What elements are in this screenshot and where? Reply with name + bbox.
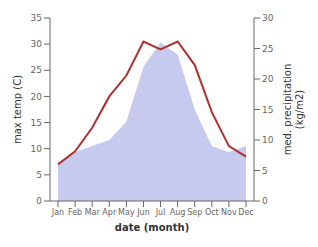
- svg-text:Jun: Jun: [136, 208, 150, 217]
- svg-text:Oct: Oct: [205, 208, 219, 217]
- svg-text:Sep: Sep: [187, 208, 202, 217]
- svg-text:20: 20: [262, 74, 274, 84]
- svg-text:35: 35: [31, 13, 42, 23]
- svg-text:15: 15: [31, 118, 42, 128]
- svg-text:Aug: Aug: [170, 208, 186, 217]
- svg-text:10: 10: [262, 135, 274, 145]
- svg-text:May: May: [118, 208, 135, 217]
- svg-text:20: 20: [31, 92, 43, 102]
- svg-text:date (month): date (month): [115, 222, 189, 233]
- svg-text:15: 15: [262, 105, 273, 115]
- svg-text:Dec: Dec: [238, 208, 253, 217]
- svg-text:Jan: Jan: [51, 208, 64, 217]
- svg-text:med. precipitation(kg/m2): med. precipitation(kg/m2): [282, 64, 305, 156]
- svg-text:Mar: Mar: [85, 208, 101, 217]
- svg-text:0: 0: [262, 196, 268, 206]
- svg-text:30: 30: [31, 39, 43, 49]
- svg-text:5: 5: [262, 166, 268, 176]
- svg-text:max temp (C): max temp (C): [12, 75, 23, 144]
- svg-text:0: 0: [36, 196, 42, 206]
- svg-text:Feb: Feb: [68, 208, 82, 217]
- svg-text:Nov: Nov: [221, 208, 237, 217]
- svg-text:5: 5: [36, 170, 42, 180]
- svg-text:25: 25: [31, 65, 42, 75]
- svg-text:10: 10: [31, 144, 43, 154]
- svg-text:25: 25: [262, 44, 273, 54]
- svg-text:30: 30: [262, 13, 274, 23]
- svg-text:Apr: Apr: [102, 208, 117, 217]
- svg-text:Jul: Jul: [155, 208, 166, 217]
